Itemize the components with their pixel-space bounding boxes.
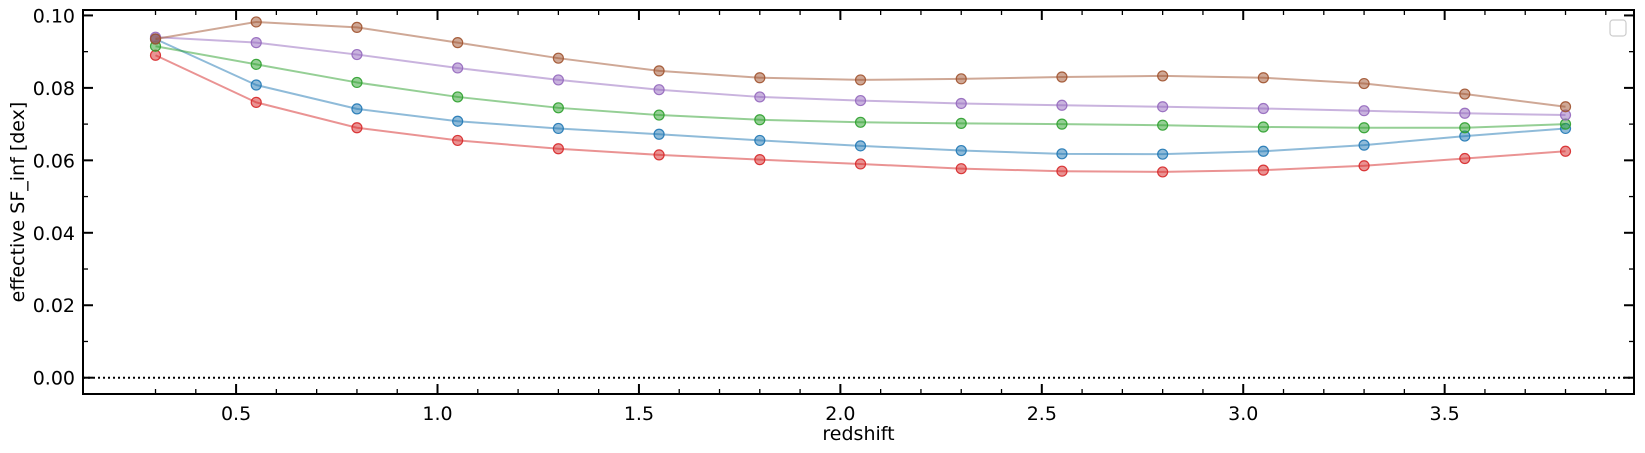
series-0-point-14 [1559, 145, 1572, 157]
plot-area [83, 16, 1634, 379]
series-4-point-12 [1358, 77, 1370, 90]
series-0-point-8 [955, 163, 967, 175]
series-4-point-10 [1157, 70, 1169, 82]
series-4-point-13 [1459, 88, 1471, 100]
series-1-point-2 [351, 103, 363, 115]
series-2-point-6 [754, 114, 766, 126]
series-4-point-4 [552, 52, 564, 64]
series-3-point-9 [1056, 99, 1068, 111]
series-0-point-13 [1459, 152, 1471, 165]
x-tick-label: 1.5 [624, 403, 654, 425]
series-0-line [155, 54, 1566, 173]
series-3-point-4 [552, 74, 564, 86]
y-tick-label: 0.06 [33, 150, 75, 172]
series-3-point-7 [854, 94, 867, 107]
x-tick-label: 2.0 [825, 403, 855, 425]
series-0-point-11 [1257, 164, 1269, 176]
series-3-point-11 [1257, 102, 1269, 115]
series-0-point-7 [854, 158, 867, 170]
series-1-point-6 [754, 134, 766, 147]
series-0-point-9 [1056, 165, 1068, 177]
series-1-point-5 [653, 128, 665, 140]
series-1-point-7 [854, 140, 867, 152]
series-0-point-10 [1157, 166, 1169, 178]
series-1-point-4 [552, 122, 564, 135]
x-tick-label: 1.0 [422, 403, 452, 425]
series-3-point-10 [1157, 101, 1169, 113]
series-2-point-12 [1358, 122, 1370, 134]
series-2-point-7 [854, 116, 867, 128]
series-1-point-3 [452, 115, 464, 127]
series-2-point-13 [1459, 122, 1471, 134]
series-0-point-5 [653, 149, 665, 161]
series-4-point-5 [653, 65, 665, 77]
series-3-point-6 [754, 91, 766, 103]
series-1-point-11 [1257, 145, 1269, 157]
series-2-point-8 [955, 117, 967, 129]
series-2-line [155, 45, 1566, 129]
legend-box [1609, 19, 1627, 37]
series-3-point-12 [1358, 105, 1370, 117]
series-4-point-0 [149, 33, 162, 45]
series-3-point-1 [250, 37, 262, 49]
series-0-point-6 [754, 154, 766, 166]
series-0-point-1 [250, 96, 262, 108]
series-2-point-9 [1056, 118, 1068, 130]
x-axis-label: redshift [822, 423, 894, 445]
series-4-point-1 [250, 16, 262, 28]
y-axis-label: effective SF_inf [dex] [7, 102, 29, 303]
series-2-point-2 [351, 76, 363, 89]
x-tick-label: 3.0 [1228, 403, 1258, 425]
series-3-point-3 [452, 62, 464, 74]
series-3-point-2 [351, 48, 363, 61]
x-tick-label: 0.5 [221, 403, 251, 425]
series-4-line [155, 20, 1566, 108]
axes-frame [82, 9, 1635, 395]
series-4-point-7 [854, 74, 867, 86]
series-1-point-12 [1358, 139, 1370, 151]
series-2-point-11 [1257, 121, 1269, 133]
y-tick-label: 0.08 [33, 78, 75, 100]
series-0-point-12 [1358, 160, 1370, 172]
y-tick-label: 0.00 [33, 368, 75, 390]
y-tick-label: 0.02 [33, 295, 75, 317]
series-4-point-3 [452, 37, 464, 49]
series-4-point-9 [1056, 71, 1068, 83]
series-2-point-1 [250, 58, 262, 70]
series-2-point-5 [653, 109, 665, 121]
series-4-point-8 [955, 73, 967, 85]
series-3-point-5 [653, 84, 665, 96]
series-0-point-4 [552, 143, 564, 155]
series-4-point-6 [754, 72, 766, 84]
series-4-point-2 [351, 21, 363, 33]
series-4-point-14 [1559, 101, 1572, 113]
series-3-point-8 [955, 97, 967, 110]
axes: 0.5 1.0 1.5 2.0 2.5 3.0 3.5 0.00 0.02 0.04 0.06 0.0… [33, 5, 1635, 425]
series-3-point-13 [1459, 107, 1471, 119]
series-4-point-11 [1257, 72, 1269, 84]
y-tick-label: 0.04 [33, 223, 75, 245]
series-0-point-3 [452, 134, 464, 147]
series-2-point-10 [1157, 119, 1169, 131]
y-tick-label: 0.10 [33, 5, 75, 27]
x-tick-label: 2.5 [1027, 403, 1057, 425]
x-tick-label: 3.5 [1430, 403, 1460, 425]
series-1-point-10 [1157, 148, 1169, 160]
series-1-point-1 [250, 79, 262, 91]
series-2-point-4 [552, 102, 564, 114]
series-1-point-9 [1056, 148, 1068, 160]
series-0-point-2 [351, 122, 363, 134]
series-1-point-8 [955, 144, 967, 157]
series-2-point-3 [452, 91, 464, 103]
